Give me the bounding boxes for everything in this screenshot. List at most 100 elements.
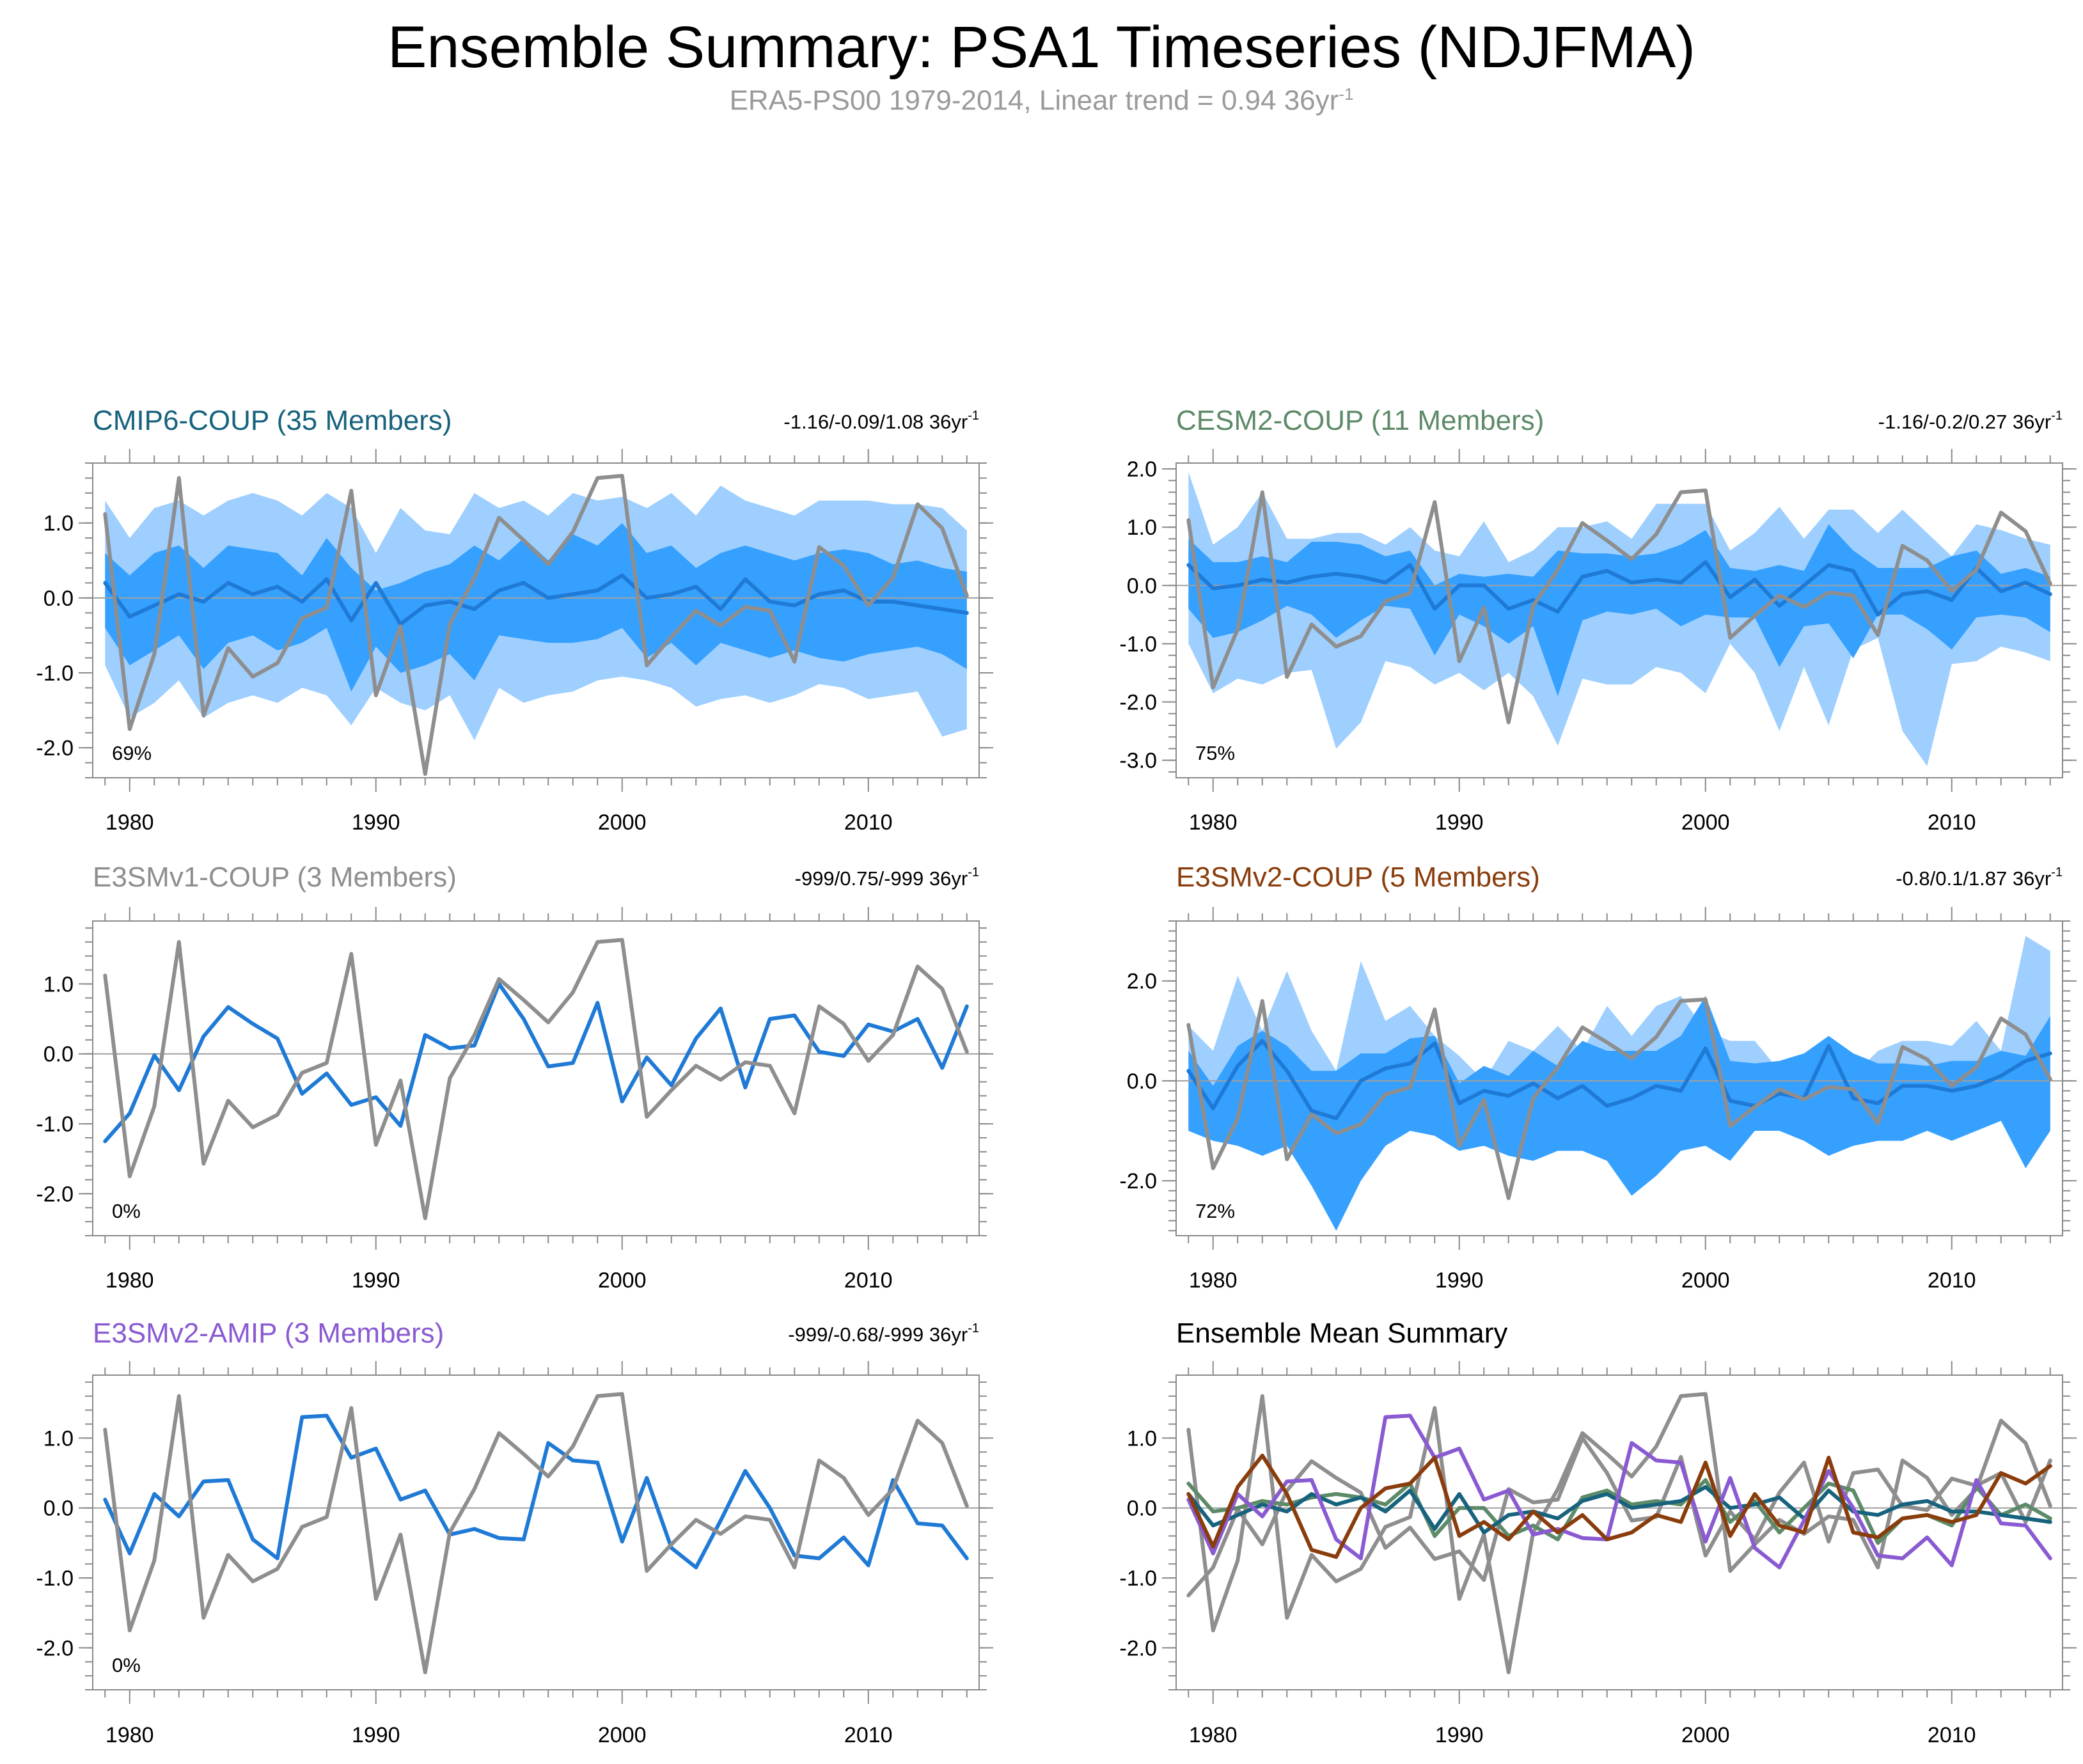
y-tick-label: -2.0 <box>1119 1169 1157 1193</box>
trend-label-text: -999/0.75/-999 36yr <box>795 867 968 890</box>
y-tick-label: -1.0 <box>36 661 74 686</box>
panel-cesm2: 2.0 1.0 0.0 -1.0 -2.0 -3.0 1980 1990 2000 2010 CES… <box>1119 405 2077 835</box>
percent-label: 69% <box>112 742 152 764</box>
panel-e3smv2-coup: 2.0 0.0 -2.0 1980 1990 2000 2010 E3SMv2-COUP (5… <box>1119 862 2077 1293</box>
x-tick-label: 1980 <box>106 1268 154 1293</box>
y-tick-label: 1.0 <box>43 972 74 996</box>
percent-label: 72% <box>1195 1200 1235 1222</box>
series-line-observed <box>1186 488 2052 725</box>
series-line-ensemble-mean <box>1186 1039 2052 1121</box>
panel-title: E3SMv2-AMIP (3 Members) <box>93 1318 444 1349</box>
y-tick-label: -2.0 <box>36 1182 74 1206</box>
trend-label: -0.8/0.1/1.87 36yr-1 <box>1896 865 2063 890</box>
x-tick-label: 2000 <box>1681 1268 1730 1293</box>
series-line-observed <box>1186 997 2052 1201</box>
x-tick-label: 2010 <box>1928 1723 1976 1747</box>
series-line-ensemble-mean <box>1186 560 2052 617</box>
y-tick-label: -1.0 <box>1119 1566 1157 1591</box>
series-line-observed <box>1186 1392 2052 1674</box>
y-tick-label: 1.0 <box>1127 516 1157 540</box>
x-tick-label: 1980 <box>1189 810 1238 835</box>
series-line-e3smv2-amip <box>1186 1414 2052 1570</box>
x-tick-label: 2010 <box>1928 1268 1976 1293</box>
subtitle-superscript: -1 <box>1339 84 1354 104</box>
x-tick-label: 1980 <box>106 1723 154 1747</box>
plot-frame <box>92 1374 980 1690</box>
plot-frame <box>92 920 980 1236</box>
y-tick-label: -2.0 <box>36 736 74 760</box>
band-inner-area <box>105 523 967 692</box>
trend-label-superscript: -1 <box>968 409 979 423</box>
percent-label: 0% <box>112 1654 141 1676</box>
x-tick-label: 1990 <box>1435 810 1484 835</box>
x-tick-label: 2000 <box>598 810 647 835</box>
y-tick-label: 1.0 <box>43 512 74 536</box>
y-tick-label: -3.0 <box>1119 749 1157 773</box>
x-tick-label: 2010 <box>844 810 893 835</box>
y-tick-label: -2.0 <box>36 1636 74 1660</box>
panel-e3smv2-amip: 1.0 0.0 -1.0 -2.0 1980 1990 2000 2010 E3SMv2-AMI… <box>36 1318 993 1747</box>
series-line-ensemble-mean <box>103 982 969 1144</box>
y-tick-label: 1.0 <box>1127 1426 1157 1451</box>
panel-title: E3SMv2-COUP (5 Members) <box>1176 862 1540 893</box>
x-tick-label: 1990 <box>1435 1268 1484 1293</box>
y-tick-label: 0.0 <box>43 1043 74 1067</box>
series-line-observed <box>103 473 969 776</box>
panel-cmip6: 1.0 0.0 -1.0 -2.0 1980 1990 2000 2010 CMIP6-COUP… <box>36 405 993 835</box>
x-tick-label: 1980 <box>1189 1723 1238 1747</box>
y-tick-label: -2.0 <box>1119 691 1157 715</box>
y-tick-label: -1.0 <box>36 1112 74 1137</box>
panel-title: CMIP6-COUP (35 Members) <box>93 405 452 436</box>
figure-subtitle: ERA5-PS00 1979-2014, Linear trend = 0.94… <box>0 84 2083 117</box>
x-tick-label: 2000 <box>1681 810 1730 835</box>
x-tick-label: 1990 <box>352 810 400 835</box>
plot-frame <box>1175 920 2063 1236</box>
x-tick-label: 1990 <box>1435 1723 1484 1747</box>
panel-title: Ensemble Mean Summary <box>1176 1318 1507 1349</box>
figure-title: Ensemble Summary: PSA1 Timeseries (NDJFM… <box>388 15 1695 80</box>
y-tick-label: -1.0 <box>36 1566 74 1591</box>
subtitle-text: ERA5-PS00 1979-2014, Linear trend = 0.94… <box>729 84 1339 116</box>
x-tick-label: 1990 <box>352 1723 400 1747</box>
y-tick-label: -1.0 <box>1119 632 1157 656</box>
y-tick-label: 2.0 <box>1127 457 1157 482</box>
percent-label: 0% <box>112 1200 141 1222</box>
plot-frame <box>1175 1374 2063 1690</box>
series-line-ensemble-mean <box>103 1414 969 1570</box>
trend-label: -999/-0.68/-999 36yr-1 <box>788 1321 979 1346</box>
x-tick-label: 2000 <box>598 1268 647 1293</box>
panel-title: E3SMv1-COUP (3 Members) <box>93 862 457 893</box>
trend-label-superscript: -1 <box>968 1321 979 1335</box>
trend-label-superscript: -1 <box>968 865 979 879</box>
x-tick-label: 2000 <box>598 1723 647 1747</box>
trend-label: -1.16/-0.09/1.08 36yr-1 <box>783 409 979 433</box>
panel-title: CESM2-COUP (11 Members) <box>1176 405 1544 436</box>
x-tick-label: 2000 <box>1681 1723 1730 1747</box>
trend-label-text: -0.8/0.1/1.87 36yr <box>1896 867 2051 890</box>
y-tick-label: -2.0 <box>1119 1636 1157 1660</box>
panel-e3smv1: 1.0 0.0 -1.0 -2.0 1980 1990 2000 2010 E3SMv1-COU… <box>36 862 993 1293</box>
y-tick-label: 0.0 <box>1127 1497 1157 1521</box>
series-line-observed <box>103 938 969 1220</box>
x-tick-label: 2010 <box>1928 810 1976 835</box>
trend-label-superscript: -1 <box>2051 865 2063 879</box>
trend-label-text: -999/-0.68/-999 36yr <box>788 1323 968 1346</box>
x-tick-label: 2010 <box>844 1268 893 1293</box>
series-line-cmip6-coup <box>1186 1484 2052 1534</box>
plot-frame <box>92 462 980 778</box>
trend-label-text: -1.16/-0.2/0.27 36yr <box>1878 411 2052 433</box>
y-tick-label: 0.0 <box>1127 1069 1157 1094</box>
panel-ensemble-mean-summary: 1.0 0.0 -1.0 -2.0 1980 1990 2000 2010 Ensemble M… <box>1119 1318 2077 1747</box>
y-tick-label: 1.0 <box>43 1426 74 1451</box>
x-tick-label: 1990 <box>352 1268 400 1293</box>
series-line-ensemble-mean <box>103 573 969 626</box>
trend-label-text: -1.16/-0.09/1.08 36yr <box>783 411 968 433</box>
x-tick-label: 1980 <box>106 810 154 835</box>
percent-label: 75% <box>1195 742 1235 764</box>
x-tick-label: 2010 <box>844 1723 893 1747</box>
series-line-observed <box>103 1392 969 1674</box>
y-tick-label: 0.0 <box>43 1497 74 1521</box>
y-tick-label: 2.0 <box>1127 970 1157 994</box>
x-tick-label: 1980 <box>1189 1268 1238 1293</box>
